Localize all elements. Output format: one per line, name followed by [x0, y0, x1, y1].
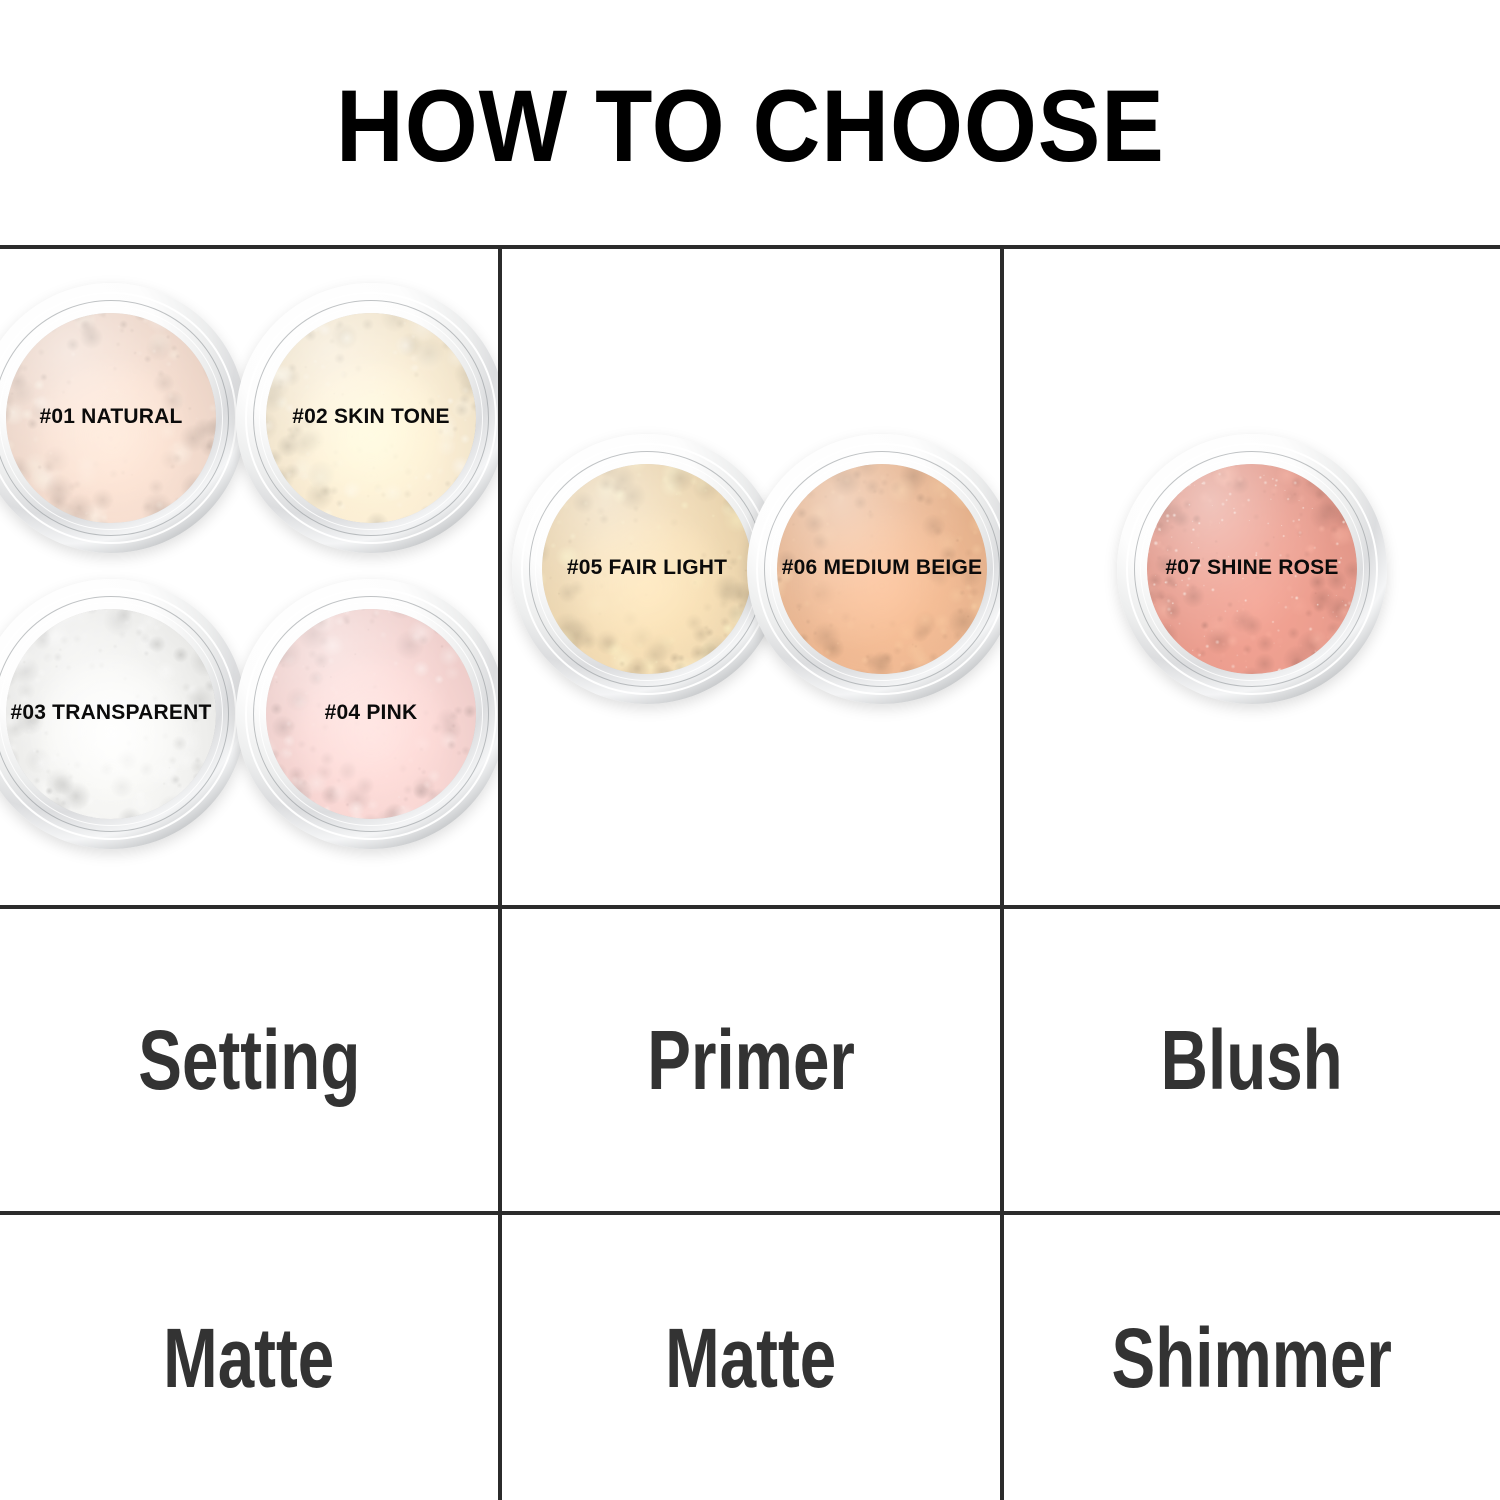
- grid-hline-middle: [0, 905, 1500, 909]
- powder-sheen: [541, 463, 753, 675]
- powder-sheen: [5, 608, 217, 820]
- jar-well: [1146, 463, 1358, 675]
- grid-hline-bottom: [0, 1211, 1500, 1215]
- finish-label: Shimmer: [1111, 1310, 1393, 1405]
- product-label: #07 SHINE ROSE: [1165, 556, 1339, 579]
- powder-sheen: [265, 608, 477, 820]
- jar-highlight-ring-inner: [259, 306, 483, 530]
- powder-smooth-area: [299, 367, 443, 499]
- product-label: #05 FAIR LIGHT: [566, 556, 728, 579]
- page-title: HOW TO CHOOSE: [335, 68, 1165, 183]
- grid-hline-top: [0, 245, 1500, 249]
- category-label: Blush: [1160, 1013, 1344, 1107]
- product-jar-01[interactable]: #01 NATURAL: [0, 283, 246, 553]
- category-cell-setting: Setting: [0, 909, 498, 1211]
- finish-cell-primer: Matte: [502, 1215, 1000, 1500]
- jar-highlight-ring-inner: [0, 602, 223, 826]
- category-label: Primer: [647, 1013, 855, 1107]
- finish-label: Matte: [163, 1310, 335, 1405]
- powder-smooth-area: [39, 367, 183, 499]
- product-label: #06 MEDIUM BEIGE: [781, 556, 983, 579]
- product-jar-07[interactable]: #07 SHINE ROSE: [1117, 434, 1387, 704]
- category-cell-blush: Blush: [1004, 909, 1500, 1211]
- powder-smooth-area: [810, 518, 954, 650]
- finish-cell-blush: Shimmer: [1004, 1215, 1500, 1500]
- jar-highlight-ring-mid: [252, 595, 490, 833]
- grid-vline-left: [498, 245, 502, 1500]
- product-jar-03[interactable]: #03 TRANSPARENT: [0, 579, 246, 849]
- grid-vline-right: [1000, 245, 1004, 1500]
- jar-highlight-ring-inner: [1140, 457, 1364, 681]
- jar-highlight-ring-outer: [244, 587, 498, 841]
- jar-highlight-ring-outer: [244, 291, 498, 545]
- jar-highlight-ring-inner: [259, 602, 483, 826]
- product-label: #04 PINK: [324, 701, 418, 724]
- jar-highlight-ring-inner: [0, 306, 223, 530]
- powder-smooth-area: [39, 663, 183, 795]
- category-label: Setting: [137, 1013, 361, 1107]
- powder-smooth-area: [299, 663, 443, 795]
- product-cell-blush: #07 SHINE ROSE: [1004, 249, 1500, 905]
- product-jar-04[interactable]: #04 PINK: [236, 579, 498, 849]
- jar-well: [5, 608, 217, 820]
- powder-sheen: [776, 463, 988, 675]
- jar-well: [265, 312, 477, 524]
- jar-well: [5, 312, 217, 524]
- powder-sheen: [265, 312, 477, 524]
- jar-well: [541, 463, 753, 675]
- powder-sheen: [1146, 463, 1358, 675]
- title-bar: HOW TO CHOOSE: [0, 0, 1500, 245]
- jar-highlight-ring-mid: [1133, 450, 1371, 688]
- product-jar-02[interactable]: #02 SKIN TONE: [236, 283, 498, 553]
- jar-highlight-ring-mid: [0, 595, 230, 833]
- product-jar-06[interactable]: #06 MEDIUM BEIGE: [747, 434, 1000, 704]
- powder-shimmer-sparkle: [1146, 463, 1358, 675]
- product-label: #01 NATURAL: [39, 405, 183, 428]
- product-label: #03 TRANSPARENT: [10, 701, 212, 724]
- jar-highlight-ring-inner: [770, 457, 994, 681]
- finish-label: Matte: [665, 1310, 837, 1405]
- jar-well: [265, 608, 477, 820]
- powder-sheen: [5, 312, 217, 524]
- jar-highlight-ring-mid: [0, 299, 230, 537]
- jar-highlight-ring-mid: [252, 299, 490, 537]
- finish-cell-setting: Matte: [0, 1215, 498, 1500]
- product-jar-05[interactable]: #05 FAIR LIGHT: [512, 434, 782, 704]
- powder-smooth-area: [575, 518, 719, 650]
- jar-highlight-ring-outer: [1125, 442, 1379, 696]
- product-cell-setting: #01 NATURAL #02 SKIN TONE #03 TRANSPAREN…: [0, 249, 498, 905]
- category-cell-primer: Primer: [502, 909, 1000, 1211]
- product-label: #02 SKIN TONE: [292, 405, 450, 428]
- jar-highlight-ring-outer: [755, 442, 1000, 696]
- product-cell-primer: #05 FAIR LIGHT #06 MEDIUM BEIGE: [502, 249, 1000, 905]
- jar-well: [776, 463, 988, 675]
- jar-highlight-ring-mid: [763, 450, 1000, 688]
